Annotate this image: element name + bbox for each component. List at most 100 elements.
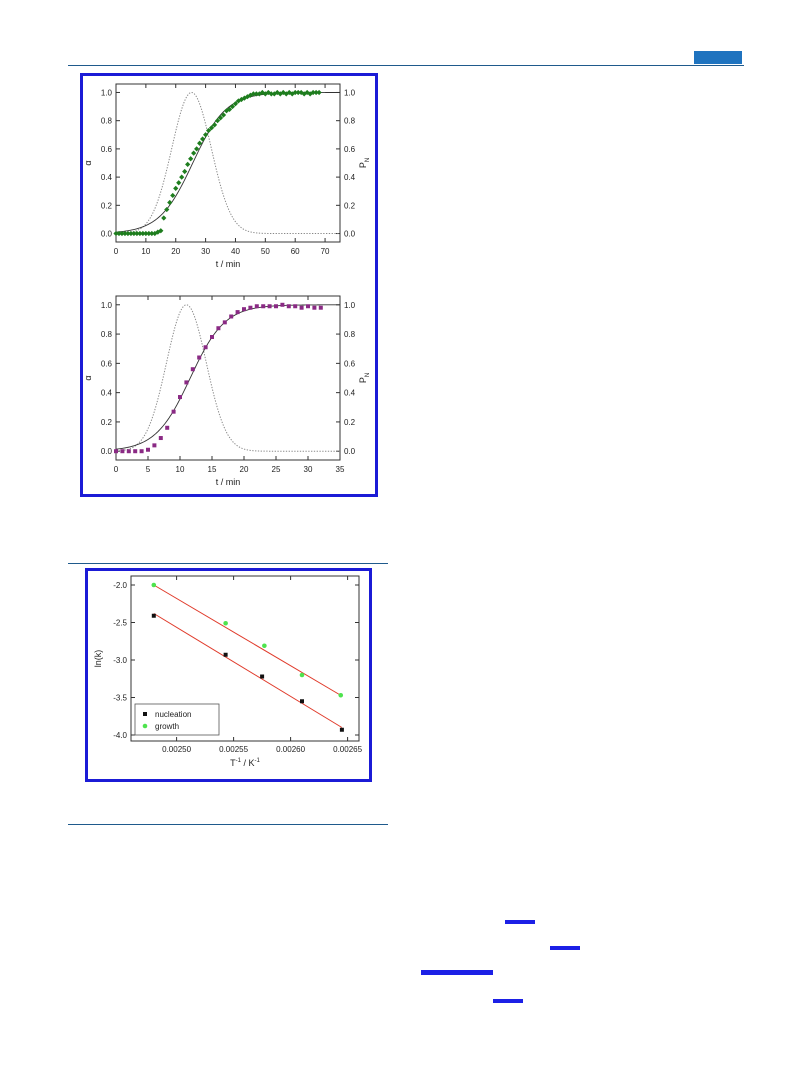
- data-point: [128, 230, 134, 237]
- y2-tick-label: 1.0: [344, 88, 356, 97]
- y-tick-label: -3.0: [113, 656, 127, 665]
- y2-axis-label: PN: [358, 373, 371, 383]
- data-point: [146, 230, 152, 237]
- x-tick-label: 35: [336, 465, 345, 474]
- x-tick-label: 30: [201, 247, 210, 256]
- data-point-nucleation: [339, 727, 344, 732]
- header-tab: [694, 51, 742, 64]
- fit-line-growth: [153, 584, 343, 697]
- data-point: [210, 335, 214, 339]
- data-point: [293, 304, 298, 309]
- data-point: [277, 91, 283, 97]
- data-point: [167, 199, 173, 206]
- data-point: [161, 215, 167, 221]
- data-point: [164, 206, 170, 213]
- data-point: [178, 395, 182, 400]
- data-point: [143, 230, 149, 237]
- y-tick-label: 0.6: [101, 145, 113, 154]
- reference-link[interactable]: [421, 970, 493, 975]
- x-axis-label: T-1 / K-1: [230, 758, 260, 768]
- data-point: [133, 449, 138, 454]
- legend-label-growth: growth: [155, 722, 179, 731]
- y-tick-label: 0.0: [101, 447, 113, 456]
- data-point: [216, 326, 221, 331]
- legend-label-nucleation: nucleation: [155, 710, 191, 719]
- x-tick-label: 40: [231, 247, 240, 256]
- y-tick-label: 0.4: [101, 389, 113, 398]
- y2-tick-label: 0.8: [344, 117, 356, 126]
- data-point: [165, 425, 170, 430]
- chart-bottom-panel: 0 5 10 15 20 25 30 35 0.0 0.0 0.2 0.2 0.4 0.4 0.6 0.6 0.…: [83, 295, 371, 487]
- data-point: [254, 304, 259, 309]
- data-point: [197, 140, 203, 146]
- data-point: [149, 230, 155, 237]
- data-point: [280, 302, 285, 307]
- reference-link[interactable]: [550, 946, 580, 950]
- data-point: [120, 449, 125, 454]
- figure-caption-rule-upper: [68, 563, 388, 564]
- data-point: [205, 127, 212, 134]
- data-point: [248, 305, 253, 310]
- y-tick-label: 0.2: [101, 418, 113, 427]
- figure-caption-rule-lower: [68, 824, 388, 825]
- data-point: [203, 132, 209, 138]
- y-tick-label: -2.0: [113, 581, 127, 590]
- plot-frame: [115, 295, 341, 461]
- y-axis-label: α: [83, 375, 93, 380]
- data-point: [259, 89, 265, 96]
- x-axis-label: t / min: [216, 477, 241, 487]
- data-point: [173, 185, 179, 191]
- data-point: [241, 95, 248, 101]
- data-point: [114, 449, 118, 454]
- y-tick-label: 1.0: [101, 301, 113, 310]
- data-point: [170, 192, 176, 199]
- reference-link[interactable]: [505, 920, 535, 924]
- data-point: [299, 305, 304, 310]
- x-tick-label: 0.00255: [219, 745, 248, 754]
- legend-box: [134, 703, 220, 736]
- fit-line-nucleation: [153, 613, 343, 728]
- y2-tick-label: 0.6: [344, 145, 356, 154]
- y-axis-label: ln(k): [93, 650, 103, 668]
- data-point-nucleation: [151, 613, 156, 618]
- data-point: [229, 314, 234, 319]
- figure-frame-kinetics: [80, 73, 378, 497]
- data-point: [274, 304, 278, 309]
- data-point: [211, 122, 218, 128]
- y2-tick-label: 0.2: [344, 418, 356, 427]
- legend-marker-growth: [142, 723, 148, 729]
- data-point: [179, 174, 185, 180]
- y-tick-label: 0.8: [101, 330, 113, 339]
- data-point: [197, 355, 202, 360]
- y2-tick-label: 0.8: [344, 330, 356, 339]
- y2-tick-label: 0.0: [344, 447, 356, 456]
- data-point: [125, 230, 131, 237]
- data-point: [261, 304, 266, 309]
- data-point: [286, 304, 291, 309]
- data-point-growth: [151, 582, 157, 588]
- y2-tick-label: 1.0: [344, 301, 356, 310]
- data-point: [185, 161, 191, 168]
- y-tick-label: 0.0: [101, 230, 113, 239]
- data-point-growth: [299, 672, 305, 678]
- data-point: [131, 230, 137, 237]
- data-point: [146, 447, 150, 452]
- data-point: [137, 230, 143, 237]
- data-point: [158, 228, 164, 234]
- y2-tick-label: 0.6: [344, 359, 356, 368]
- data-point: [122, 230, 128, 237]
- data-point-growth: [262, 643, 267, 649]
- x-tick-label: 0: [114, 247, 119, 256]
- x-tick-label: 10: [176, 465, 185, 474]
- x-axis-label: t / min: [216, 259, 241, 269]
- fit-curve: [115, 92, 340, 233]
- data-point: [152, 443, 157, 448]
- data-point: [304, 89, 310, 96]
- y2-tick-label: 0.4: [344, 389, 356, 398]
- data-point-nucleation: [300, 699, 304, 704]
- reference-link[interactable]: [493, 999, 523, 1003]
- data-point: [139, 449, 144, 454]
- data-point: [220, 112, 227, 118]
- x-tick-label: 5: [146, 465, 151, 474]
- data-point: [242, 307, 246, 312]
